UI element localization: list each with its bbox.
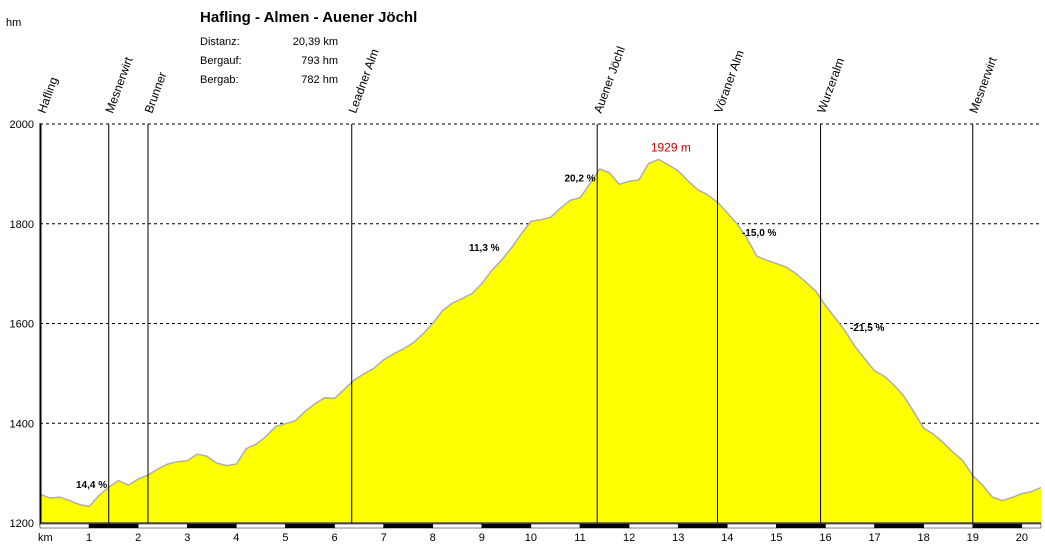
grade-annotation: 11,3 % <box>469 243 500 254</box>
x-tick-label: 9 <box>479 532 485 544</box>
waypoint-label: Mesnerwirt <box>102 54 135 115</box>
km-scale-segment <box>137 523 188 529</box>
x-tick-label: 11 <box>574 532 585 544</box>
km-scale-segment <box>677 523 728 529</box>
x-tick-label: 14 <box>721 532 733 544</box>
x-tick-label: 5 <box>282 532 288 544</box>
x-tick-label: 15 <box>770 532 782 544</box>
x-tick-label: 8 <box>430 532 436 544</box>
y-tick-label: 1800 <box>10 219 34 231</box>
stats-panel: Distanz: 20,39 km Bergauf: 793 hm Bergab: 782… <box>200 36 338 86</box>
waypoint-label: Vöraner Alm <box>711 48 747 115</box>
y-tick-label: 1400 <box>10 418 34 430</box>
x-tick-label: 17 <box>868 532 880 544</box>
km-scale-segment <box>628 523 679 529</box>
x-tick-label: 18 <box>918 532 930 544</box>
x-tick-label: 13 <box>672 532 684 544</box>
km-scale-segment <box>187 523 237 529</box>
km-scale-segment <box>285 523 335 529</box>
waypoint-label: Hafling <box>35 75 61 115</box>
x-tick-label: 1 <box>86 532 92 544</box>
km-scale-segment <box>481 523 532 529</box>
km-scale-segment <box>432 523 483 529</box>
grade-annotation: 20,2 % <box>564 173 595 184</box>
x-tick-label: 4 <box>233 532 239 544</box>
grade-annotation: -21,5 % <box>850 323 885 334</box>
km-scale-segment <box>972 523 1023 529</box>
waypoint-label: Auener Jöchl <box>591 44 628 115</box>
y-tick-label: 2000 <box>10 119 34 131</box>
km-scale-segment <box>825 523 875 529</box>
km-scale-segment <box>874 523 924 529</box>
stat-value: 782 hm <box>301 74 338 86</box>
km-scale-segment <box>39 523 90 529</box>
km-scale-segment <box>776 523 826 529</box>
elevation-fill <box>40 159 1041 523</box>
stat-value: 20,39 km <box>293 36 338 48</box>
stat-value: 793 hm <box>301 55 338 67</box>
stat-label: Bergauf: <box>200 55 242 67</box>
waypoint-label: Wurzeralm <box>814 56 847 115</box>
chart-title: Hafling - Almen - Auener Jöchl <box>200 9 417 26</box>
x-tick-label: 2 <box>135 532 141 544</box>
grade-annotation: -15,0 % <box>742 228 777 239</box>
x-axis-label: km <box>38 532 53 544</box>
km-scale-segment <box>1021 523 1042 529</box>
y-tick-label: 1600 <box>10 319 34 331</box>
peak-elevation-label: 1929 m <box>651 140 691 154</box>
elevation-area <box>39 158 1042 523</box>
x-tick-label: 19 <box>967 532 979 544</box>
km-scale-segment <box>530 523 581 529</box>
km-scale-segment <box>579 523 630 529</box>
waypoint-label: Brunner <box>142 70 170 115</box>
stat-label: Distanz: <box>200 36 240 48</box>
waypoint-label: Mesnerwirt <box>966 54 999 115</box>
grade-annotation: 14,4 % <box>76 480 107 491</box>
elevation-line <box>39 158 1042 508</box>
km-scale-segment <box>727 523 777 529</box>
x-tick-label: 7 <box>381 532 387 544</box>
stat-label: Bergab: <box>200 74 239 86</box>
km-scale-segment <box>383 523 433 529</box>
x-tick-label: 6 <box>331 532 337 544</box>
km-scale-segment <box>923 523 974 529</box>
axes: 1 2 3 4 5 6 7 8 9 10 11 12 13 14 15 16 17 18 19 20 <box>39 123 1042 544</box>
km-scale-segment <box>334 523 384 529</box>
x-tick-label: 16 <box>819 532 831 544</box>
x-tick-label: 3 <box>184 532 190 544</box>
x-tick-label: 20 <box>1016 532 1028 544</box>
grade-labels: 14,4 % 11,3 % 20,2 % -15,0 % -21,5 % 1929 m <box>76 140 885 491</box>
x-tick-label: 10 <box>525 532 537 544</box>
km-scale-segment <box>88 523 139 529</box>
waypoint-label: Leadner Alm <box>345 47 381 115</box>
x-tick-label: 12 <box>623 532 635 544</box>
km-scale-segment <box>236 523 286 529</box>
y-tick-label: 1200 <box>10 518 34 530</box>
y-axis-label: hm <box>6 17 21 29</box>
